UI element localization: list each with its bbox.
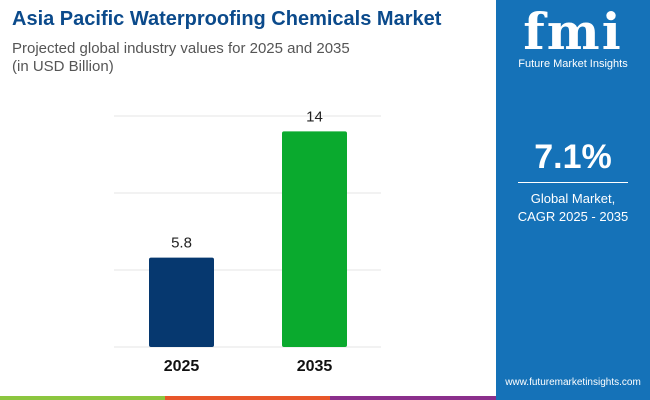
cagr-label-line-1: Global Market,: [530, 191, 616, 206]
website-url[interactable]: www.futuremarketinsights.com: [505, 377, 641, 388]
divider: [518, 182, 628, 183]
stripe-orange: [165, 396, 330, 400]
cagr-value: 7.1%: [534, 138, 612, 176]
logo-mark: fmi: [523, 2, 623, 61]
x-tick-label: 2035: [297, 358, 333, 375]
bar-2035: [282, 131, 347, 347]
cagr-label: Global Market, CAGR 2025 - 2035: [496, 190, 650, 226]
data-label: 14: [306, 108, 323, 125]
bar-chart: 5.8 2025 14 2035: [114, 108, 381, 375]
stripe-green: [0, 396, 165, 400]
chart-title: Asia Pacific Waterproofing Chemicals Mar…: [12, 8, 442, 30]
stripe-purple: [330, 396, 496, 400]
side-panel: fmi Future Market Insights 7.1% Global M…: [496, 0, 650, 400]
logo-caption: Future Market Insights: [518, 58, 628, 70]
fmi-logo: fmi Future Market Insights: [516, 2, 630, 71]
chart-subtitle: Projected global industry values for 202…: [12, 40, 350, 76]
data-label: 5.8: [171, 235, 192, 252]
subtitle-line-1: Projected global industry values for 202…: [12, 40, 350, 57]
subtitle-line-2: (in USD Billion): [12, 58, 114, 75]
cagr-label-line-2: CAGR 2025 - 2035: [517, 209, 629, 224]
x-tick-label: 2025: [164, 358, 200, 375]
bar-2025: [149, 257, 214, 347]
